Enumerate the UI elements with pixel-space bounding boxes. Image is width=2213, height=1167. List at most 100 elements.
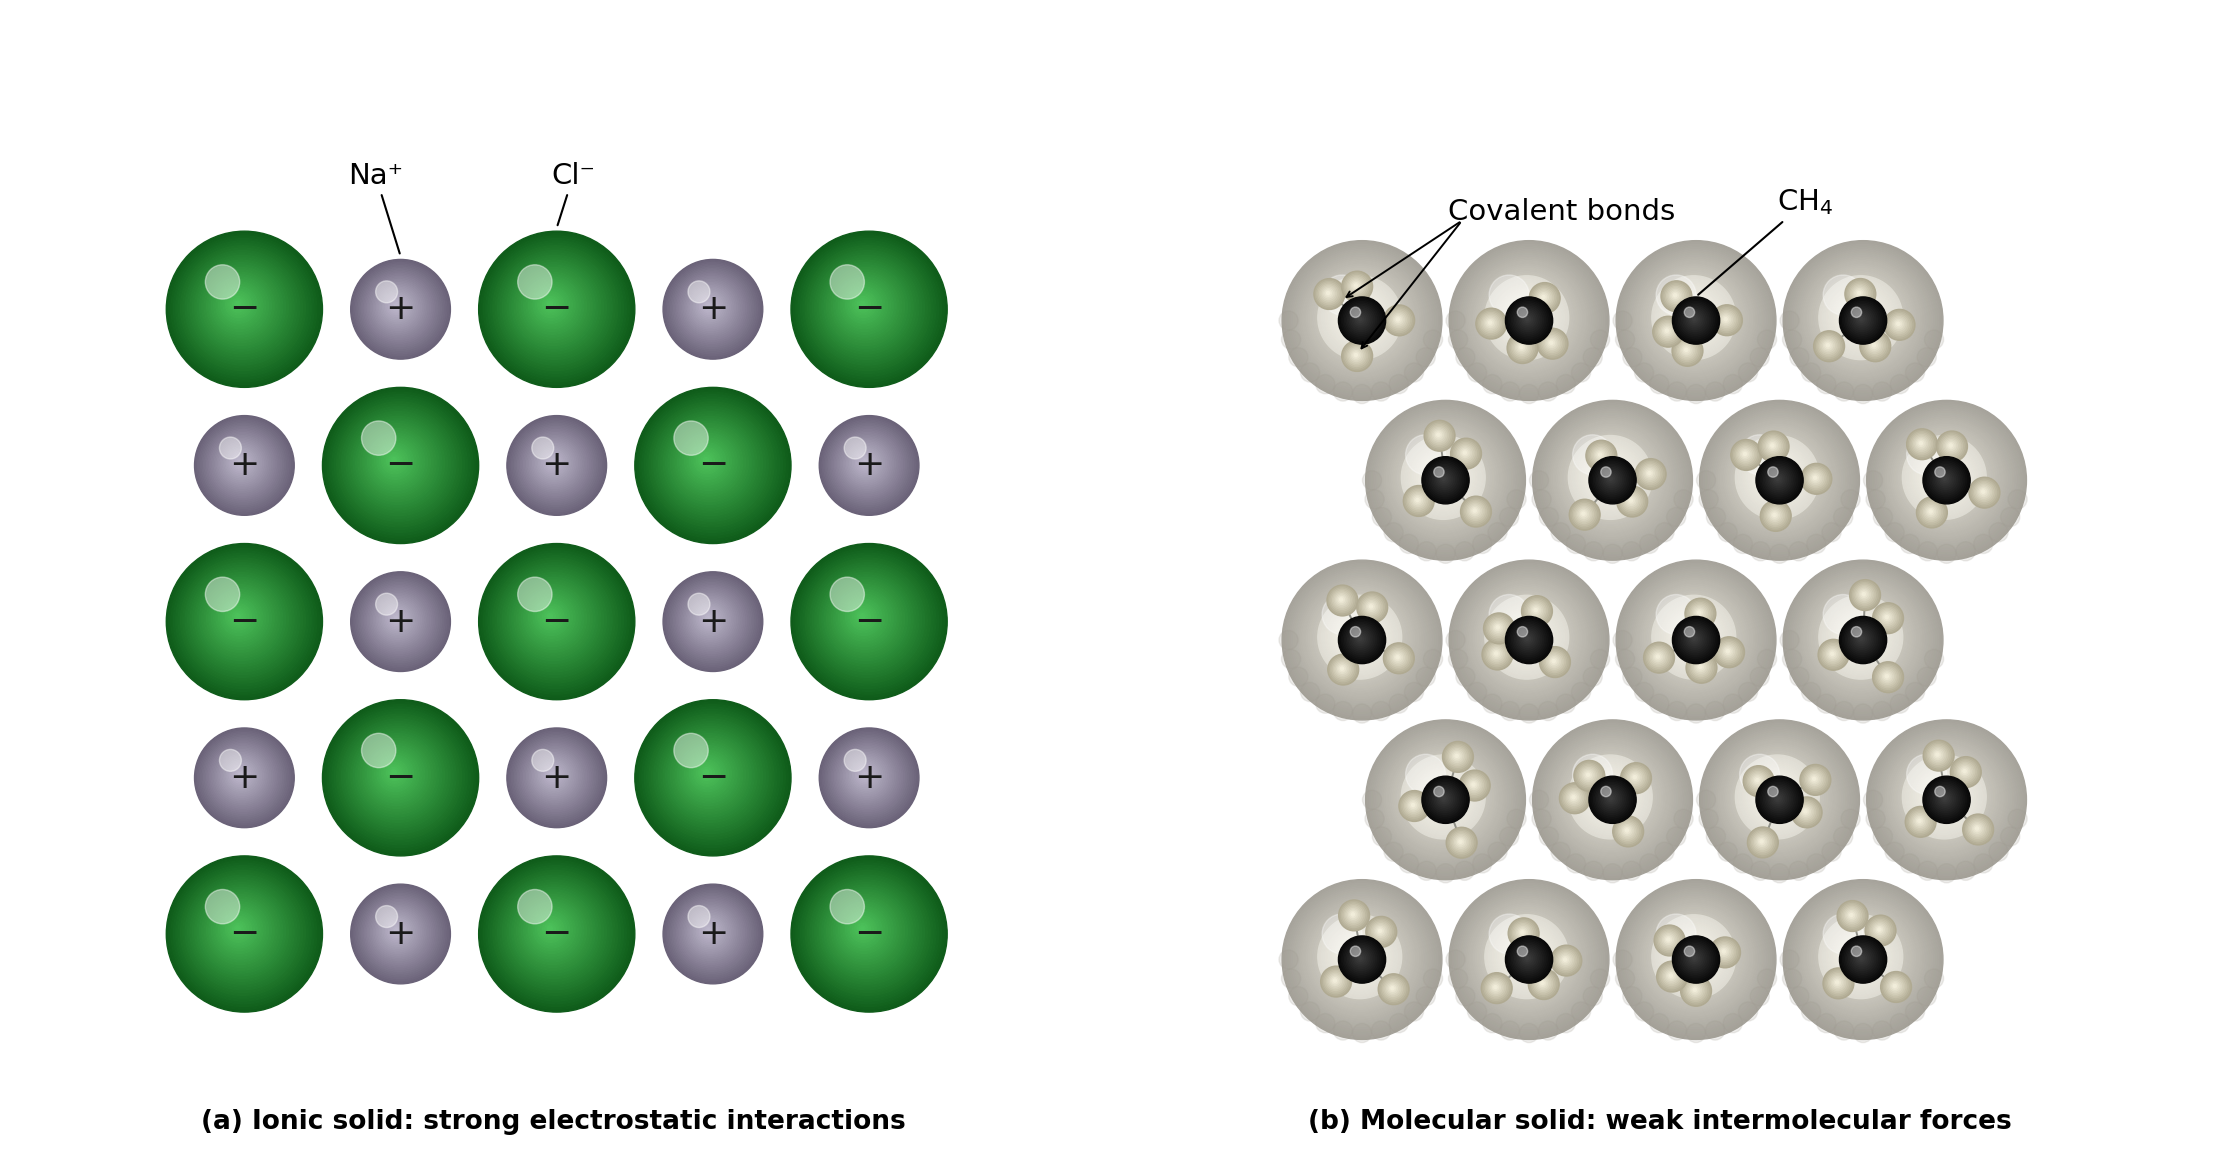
Circle shape (1932, 466, 1959, 492)
Circle shape (1516, 944, 1536, 964)
Circle shape (1396, 317, 1399, 321)
Circle shape (1622, 348, 1642, 366)
Circle shape (854, 609, 870, 624)
Circle shape (1339, 616, 1385, 664)
Circle shape (1547, 415, 1675, 543)
Circle shape (1766, 468, 1790, 491)
Circle shape (810, 875, 925, 990)
Circle shape (1859, 316, 1866, 322)
Circle shape (1770, 544, 1788, 564)
Circle shape (1874, 606, 1901, 630)
Circle shape (1759, 433, 1788, 460)
Circle shape (690, 287, 730, 327)
Circle shape (1494, 285, 1558, 349)
Circle shape (1620, 490, 1642, 512)
Circle shape (1746, 769, 1770, 794)
Text: Na⁺: Na⁺ (347, 162, 403, 253)
Circle shape (370, 902, 429, 963)
Circle shape (1757, 457, 1795, 494)
Circle shape (662, 726, 759, 825)
Circle shape (1640, 463, 1662, 484)
Circle shape (1689, 602, 1711, 624)
Circle shape (1376, 927, 1385, 936)
Circle shape (1450, 830, 1474, 855)
Circle shape (1914, 438, 1928, 449)
Circle shape (1682, 977, 1711, 1005)
Circle shape (1516, 306, 1536, 326)
Circle shape (1711, 412, 1846, 547)
Circle shape (1450, 439, 1480, 469)
Circle shape (1693, 659, 1708, 675)
Circle shape (201, 734, 288, 820)
Circle shape (1463, 253, 1593, 385)
Circle shape (1892, 743, 1998, 852)
Circle shape (1376, 412, 1514, 547)
Circle shape (529, 594, 575, 641)
Circle shape (201, 735, 285, 819)
Circle shape (2007, 490, 2027, 509)
Circle shape (372, 750, 418, 797)
Circle shape (1385, 421, 1503, 537)
Circle shape (536, 757, 573, 794)
Circle shape (1622, 668, 1642, 686)
Circle shape (1593, 780, 1624, 811)
Circle shape (1684, 599, 1715, 629)
Circle shape (841, 907, 887, 953)
Circle shape (1720, 314, 1733, 326)
Circle shape (385, 606, 412, 633)
Circle shape (834, 900, 896, 962)
Circle shape (1306, 902, 1416, 1014)
Circle shape (1689, 953, 1700, 963)
Text: +: + (854, 448, 885, 482)
Circle shape (1722, 315, 1731, 324)
Circle shape (1571, 759, 1649, 834)
Circle shape (1319, 285, 1339, 303)
Circle shape (1768, 509, 1781, 522)
Circle shape (1416, 668, 1436, 686)
Circle shape (1624, 494, 1640, 509)
Circle shape (1615, 880, 1775, 1040)
Circle shape (1545, 412, 1680, 547)
Circle shape (389, 924, 403, 937)
Circle shape (825, 267, 905, 345)
Circle shape (166, 231, 323, 387)
Circle shape (1925, 743, 1950, 768)
Circle shape (1487, 320, 1494, 326)
Circle shape (381, 448, 407, 474)
Circle shape (1372, 701, 1390, 720)
Circle shape (1965, 816, 1992, 844)
Circle shape (1905, 439, 1983, 515)
Circle shape (673, 581, 752, 661)
Circle shape (1334, 382, 1352, 401)
Circle shape (1516, 308, 1540, 331)
Circle shape (1624, 829, 1629, 832)
Circle shape (1503, 294, 1547, 338)
Circle shape (1921, 502, 1943, 523)
Circle shape (1518, 309, 1531, 321)
Circle shape (1936, 753, 1939, 756)
Circle shape (1403, 485, 1434, 516)
Circle shape (863, 460, 867, 463)
Circle shape (361, 894, 440, 973)
Circle shape (1405, 439, 1480, 515)
Circle shape (509, 729, 604, 826)
Circle shape (1505, 616, 1554, 664)
Circle shape (1651, 913, 1737, 1001)
Circle shape (1908, 435, 1947, 475)
Circle shape (823, 889, 907, 973)
Circle shape (1950, 443, 1952, 447)
Circle shape (1339, 615, 1379, 656)
Circle shape (1775, 795, 1781, 802)
Circle shape (1319, 598, 1399, 677)
Circle shape (1739, 683, 1757, 701)
Circle shape (1308, 586, 1412, 690)
Circle shape (1354, 633, 1368, 645)
Circle shape (1916, 986, 1936, 1006)
Circle shape (1655, 594, 1695, 635)
Circle shape (1374, 729, 1516, 869)
Circle shape (1321, 594, 1361, 635)
Circle shape (1925, 780, 1967, 819)
Circle shape (1602, 790, 1620, 808)
Circle shape (1832, 288, 1888, 344)
Circle shape (1857, 587, 1872, 602)
